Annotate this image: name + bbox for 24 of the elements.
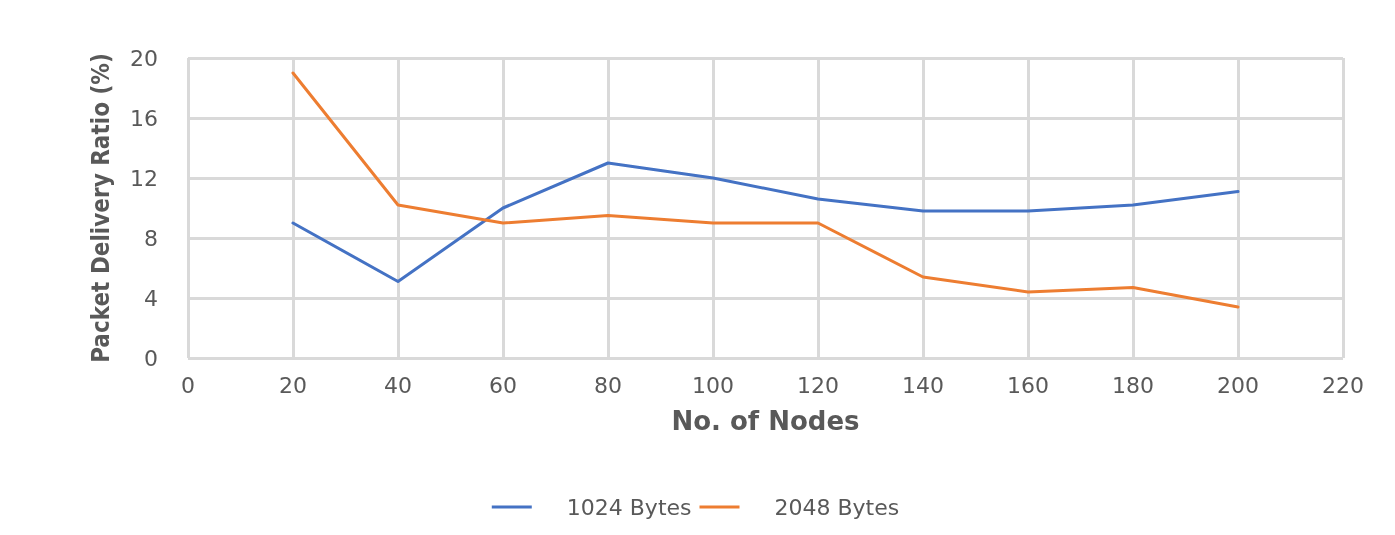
x-tick-label: 100 — [692, 372, 734, 398]
line-series — [291, 161, 1240, 283]
x-tick-label: 180 — [1112, 372, 1154, 398]
y-tick-label: 12 — [130, 165, 158, 191]
x-tick-label: 160 — [1007, 372, 1049, 398]
y-tick-label: 16 — [130, 105, 158, 131]
x-tick-label: 20 — [279, 372, 307, 398]
y-tick-label: 0 — [144, 345, 158, 371]
x-tick-label: 120 — [797, 372, 839, 398]
x-tick-label: 80 — [594, 372, 622, 398]
x-tick-label: 40 — [384, 372, 412, 398]
y-axis-title: Packet Delivery Ratio (%) — [87, 53, 115, 363]
y-tick-label: 4 — [144, 285, 158, 311]
y-tick-label: 8 — [144, 225, 158, 251]
line-series — [291, 71, 1240, 309]
legend-label: 1024 Bytes — [566, 494, 692, 520]
x-tick-label: 60 — [489, 372, 517, 398]
x-axis-title: No. of Nodes — [671, 406, 860, 436]
legend-label: 2048 Bytes — [774, 494, 900, 520]
x-tick-label: 140 — [902, 372, 944, 398]
x-tick-label: 220 — [1322, 372, 1364, 398]
x-tick-label: 0 — [181, 372, 195, 398]
x-tick-label: 200 — [1217, 372, 1259, 398]
y-tick-label: 20 — [130, 45, 158, 71]
